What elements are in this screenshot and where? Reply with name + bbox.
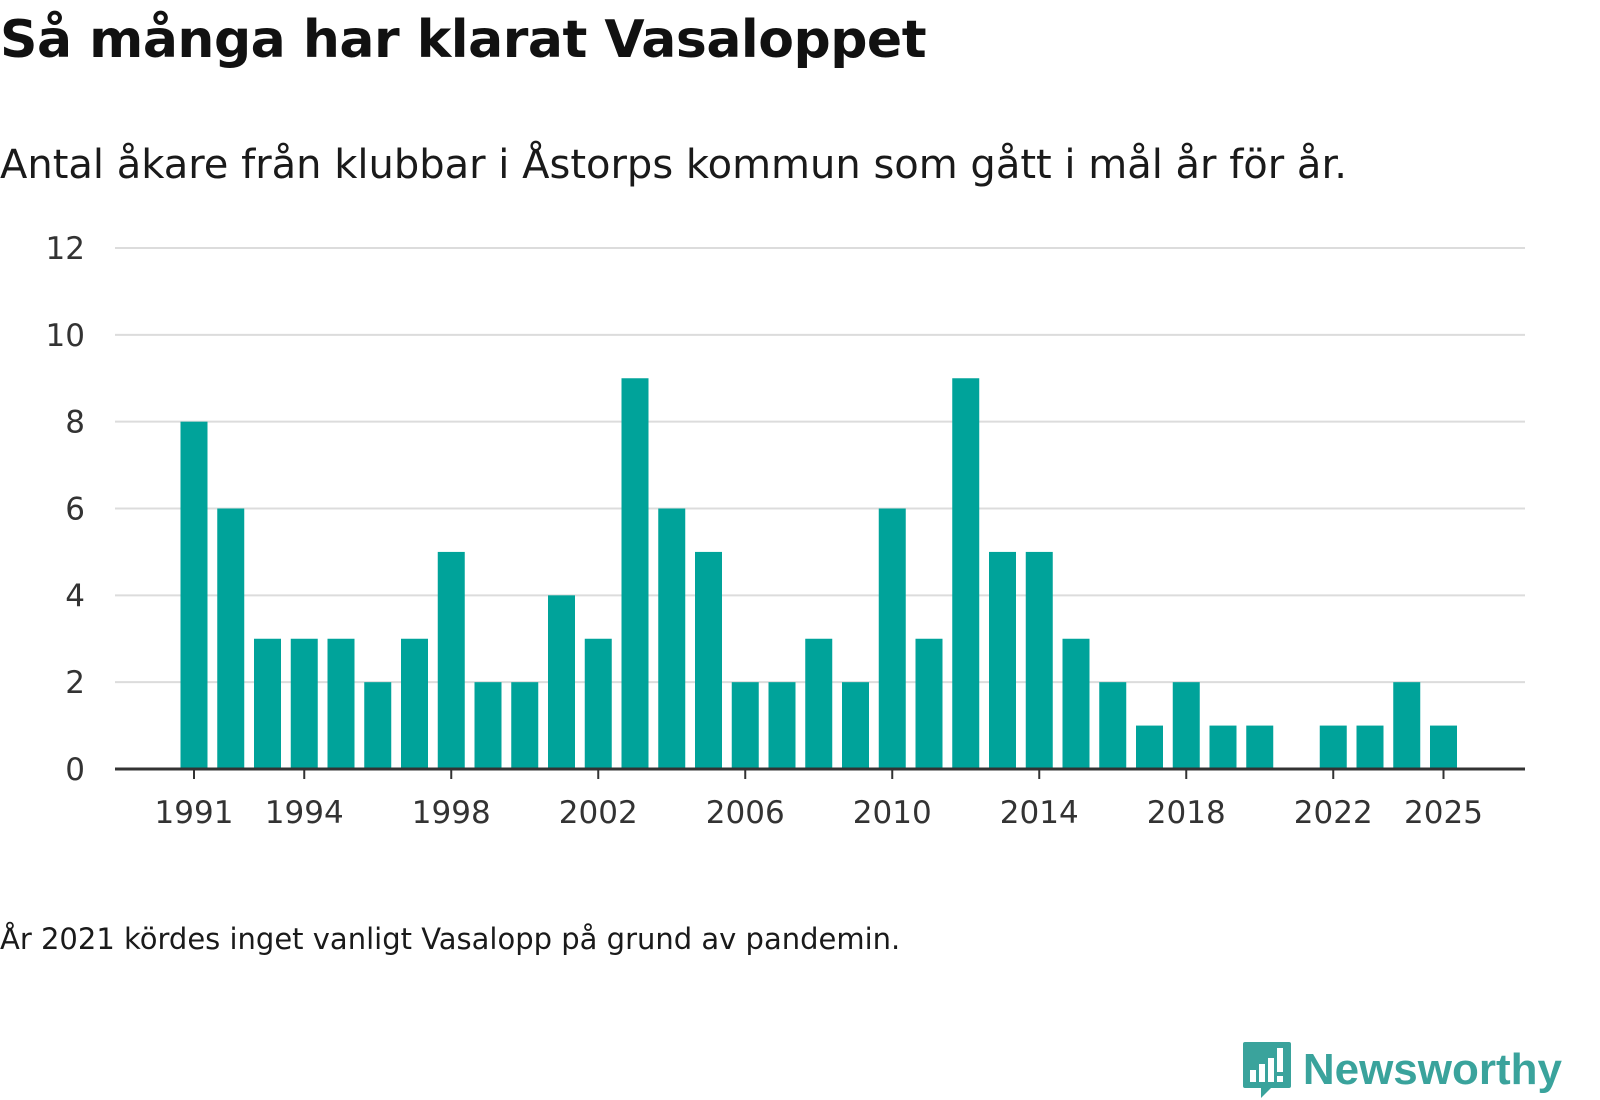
y-tick-label: 10 [46, 318, 85, 354]
x-tick-label: 1998 [412, 795, 491, 831]
bar-2023 [1356, 725, 1384, 769]
chart-footnote: År 2021 kördes inget vanligt Vasalopp på… [0, 922, 901, 956]
bar-2006 [731, 682, 759, 769]
bar-1998 [437, 551, 465, 769]
bar-chart: 0 2 4 6 8 10 12 1991 1994 1998 2002 2006 2010 2014 20… [46, 231, 1525, 831]
bar-2001 [548, 595, 575, 769]
brand-name: Newsworthy [1302, 1045, 1562, 1094]
bar-1993 [254, 638, 281, 769]
x-tick-label: 1994 [265, 795, 344, 831]
newsworthy-logo-icon [1242, 1042, 1291, 1098]
bars [180, 378, 1457, 769]
bar-2013 [989, 551, 1016, 769]
y-tick-label: 4 [65, 578, 85, 614]
bar-2012 [952, 378, 980, 769]
bar-1996 [364, 682, 392, 769]
bar-2025 [1430, 725, 1457, 769]
bar-2018 [1172, 682, 1200, 769]
x-tick-label: 2022 [1294, 795, 1373, 831]
chart-subtitle: Antal åkare från klubbar i Åstorps kommu… [0, 142, 1347, 188]
bar-2003 [621, 378, 649, 769]
gridlines [115, 247, 1525, 684]
bar-1995 [327, 638, 355, 769]
x-tick-label: 2006 [706, 795, 785, 831]
bar-2000 [511, 682, 539, 769]
x-tick-label: 2002 [559, 795, 638, 831]
y-tick-label: 0 [65, 752, 85, 788]
x-tick-label: 2025 [1404, 795, 1483, 831]
brand-logo: Newsworthy [1241, 1040, 1562, 1100]
bar-2020 [1246, 725, 1274, 769]
bar-2004 [658, 508, 686, 769]
bar-2007 [768, 682, 796, 769]
bar-2019 [1209, 725, 1237, 769]
bar-1991 [180, 421, 208, 769]
y-tick-label: 12 [46, 231, 85, 267]
bar-2002 [584, 638, 612, 769]
y-axis-tick-labels: 0 2 4 6 8 10 12 [46, 231, 85, 788]
y-tick-label: 2 [65, 665, 85, 701]
bar-2005 [695, 551, 722, 769]
bar-2022 [1319, 725, 1347, 769]
bar-1994 [290, 638, 318, 769]
bar-2024 [1393, 682, 1421, 769]
bar-1999 [474, 682, 502, 769]
x-tick-label: 2014 [1000, 795, 1079, 831]
x-tick-label: 1991 [155, 795, 234, 831]
bar-2011 [915, 638, 943, 769]
bar-1992 [217, 508, 245, 769]
bar-2008 [805, 638, 833, 769]
bar-2016 [1099, 682, 1127, 769]
bar-1997 [401, 638, 428, 769]
x-tick-label: 2018 [1147, 795, 1226, 831]
bar-2010 [878, 508, 906, 769]
bar-2015 [1062, 638, 1090, 769]
x-tick-label: 2010 [853, 795, 932, 831]
bar-2009 [842, 682, 869, 769]
y-tick-label: 8 [65, 405, 85, 441]
bar-2017 [1136, 725, 1163, 769]
bar-2014 [1025, 551, 1053, 769]
x-axis-tick-labels: 1991 1994 1998 2002 2006 2010 2014 2018 2022 2025 [155, 795, 1483, 831]
x-axis [115, 767, 1525, 779]
y-tick-label: 6 [65, 492, 85, 528]
chart-title: Så många har klarat Vasaloppet [0, 10, 927, 70]
